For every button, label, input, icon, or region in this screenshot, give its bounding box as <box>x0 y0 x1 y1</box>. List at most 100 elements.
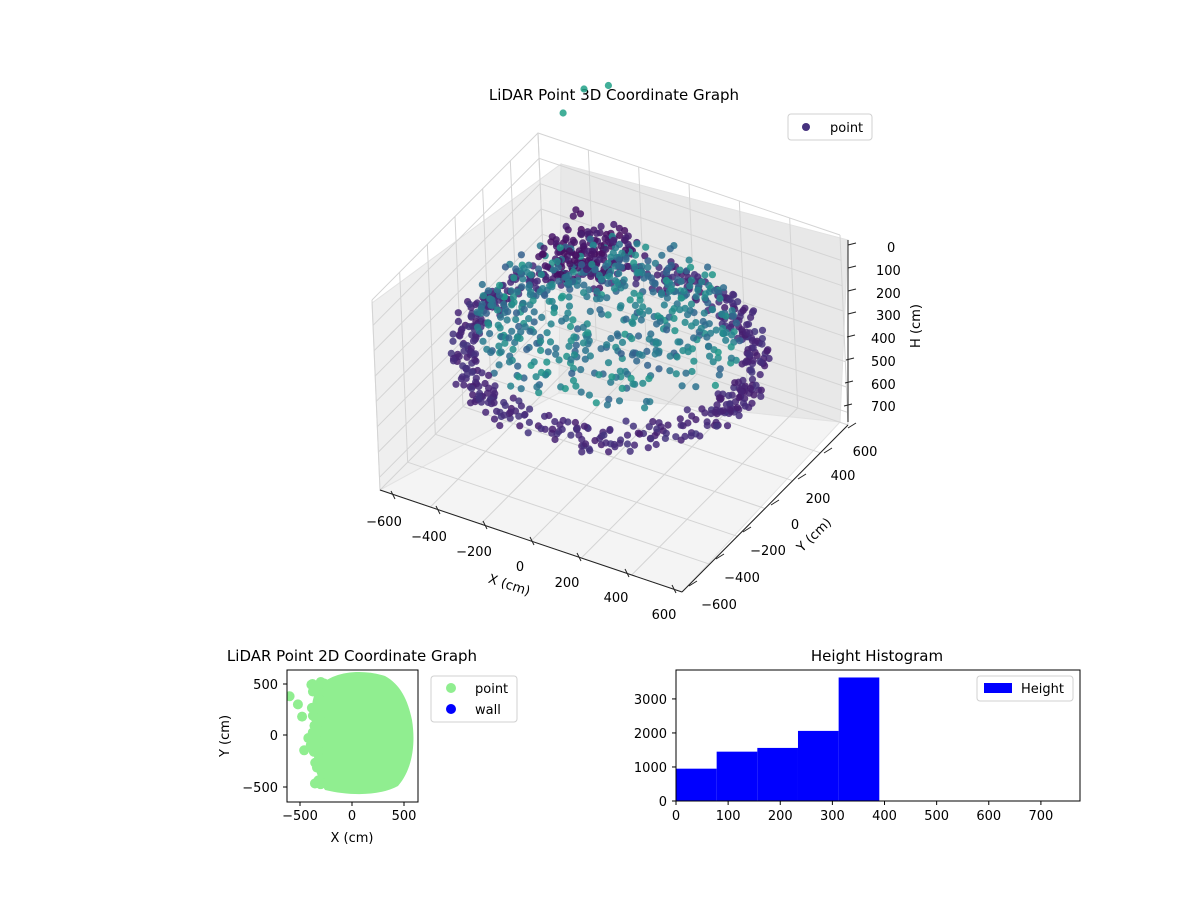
point-3d <box>533 277 541 285</box>
y-tick-label: 500 <box>253 678 278 693</box>
point-3d <box>582 346 590 355</box>
point-3d <box>510 274 518 282</box>
point-3d <box>580 422 589 430</box>
point-3d <box>501 401 509 409</box>
point-3d <box>535 265 543 273</box>
point-3d <box>748 375 757 383</box>
chart-2d: LiDAR Point 2D Coordinate Graph −500 0 5… <box>218 647 518 846</box>
x-tick-label: 0 <box>516 560 524 575</box>
point-3d <box>714 354 722 362</box>
legend-2d-label-wall: wall <box>475 703 501 718</box>
x-tick-label: 700 <box>1028 809 1053 824</box>
y-tick-label: 0 <box>659 795 667 810</box>
point-3d <box>565 342 573 350</box>
point-3d <box>570 333 578 341</box>
point-3d <box>757 392 765 400</box>
point-3d <box>597 345 605 353</box>
point-3d <box>737 388 745 396</box>
point-3d <box>518 283 526 291</box>
point-3d <box>618 384 626 392</box>
point-3d <box>614 332 622 340</box>
point-3d <box>610 236 618 244</box>
point-3d <box>671 327 679 335</box>
point-3d <box>645 307 653 315</box>
point-3d <box>525 418 534 426</box>
point-3d <box>617 350 625 358</box>
point-3d <box>562 234 570 242</box>
point-3d <box>512 315 520 324</box>
point-3d <box>615 397 624 405</box>
y-tick-label: 600 <box>853 445 878 460</box>
point-3d <box>701 409 709 417</box>
point-3d <box>578 435 586 444</box>
point-3d <box>607 378 615 386</box>
point-3d <box>545 297 553 305</box>
point-3d <box>471 356 479 364</box>
point-3d <box>449 337 457 345</box>
point-3d <box>449 357 458 365</box>
point-3d <box>559 109 567 117</box>
point-3d <box>629 380 637 388</box>
x-ticks-3d: −600 −400 −200 0 200 400 600 <box>366 490 677 623</box>
point-3d <box>515 412 523 420</box>
point-3d <box>490 369 498 377</box>
point-3d <box>758 340 766 348</box>
point-3d <box>515 373 523 381</box>
point-3d <box>547 238 555 246</box>
point-3d <box>653 425 661 433</box>
point-3d <box>626 447 634 455</box>
point-3d <box>555 356 563 364</box>
point-3d <box>530 358 538 366</box>
z-tick-label: 300 <box>876 309 901 324</box>
point-3d <box>692 383 700 391</box>
point-2d <box>313 745 324 756</box>
point-3d <box>503 316 511 324</box>
point-3d <box>673 353 681 361</box>
point-3d <box>674 338 682 346</box>
point-3d <box>513 334 521 342</box>
point-3d <box>551 435 559 444</box>
point-3d <box>571 256 579 264</box>
point-3d <box>708 306 717 314</box>
point-3d <box>526 405 534 413</box>
point-3d <box>645 335 653 343</box>
chart-2d-title: LiDAR Point 2D Coordinate Graph <box>227 647 477 665</box>
point-3d <box>666 367 674 375</box>
point-3d <box>642 397 651 406</box>
z-tick-label: 200 <box>876 287 901 302</box>
point-3d <box>569 316 577 324</box>
point-3d <box>482 309 490 317</box>
point-3d <box>655 365 663 373</box>
z-tick-label: 400 <box>871 332 896 347</box>
point-3d <box>680 287 688 295</box>
point-3d <box>633 357 641 365</box>
point-3d <box>714 348 722 356</box>
point-3d <box>513 288 522 296</box>
point-3d <box>662 276 670 284</box>
point-3d <box>628 335 636 343</box>
point-3d <box>651 280 659 288</box>
point-2d <box>305 735 316 746</box>
point-3d <box>580 85 588 93</box>
point-3d <box>685 256 693 264</box>
point-3d <box>640 274 648 282</box>
point-3d <box>644 263 652 271</box>
point-3d <box>660 301 668 309</box>
point-3d <box>491 390 499 398</box>
point-3d <box>552 350 560 358</box>
point-3d <box>629 422 638 430</box>
point-3d <box>716 365 724 373</box>
x-tick-label: −400 <box>411 530 447 545</box>
histogram-bars <box>676 677 880 801</box>
point-3d <box>515 322 523 331</box>
point-3d <box>501 339 509 347</box>
point-3d <box>580 289 588 297</box>
point-3d <box>580 281 588 289</box>
point-3d <box>715 371 723 379</box>
point-3d <box>517 328 525 336</box>
point-3d <box>726 400 734 408</box>
histogram-y-ticks: 0 1000 2000 3000 <box>634 693 676 810</box>
point-3d <box>758 326 767 334</box>
point-2d <box>319 727 330 738</box>
point-3d <box>611 443 619 451</box>
